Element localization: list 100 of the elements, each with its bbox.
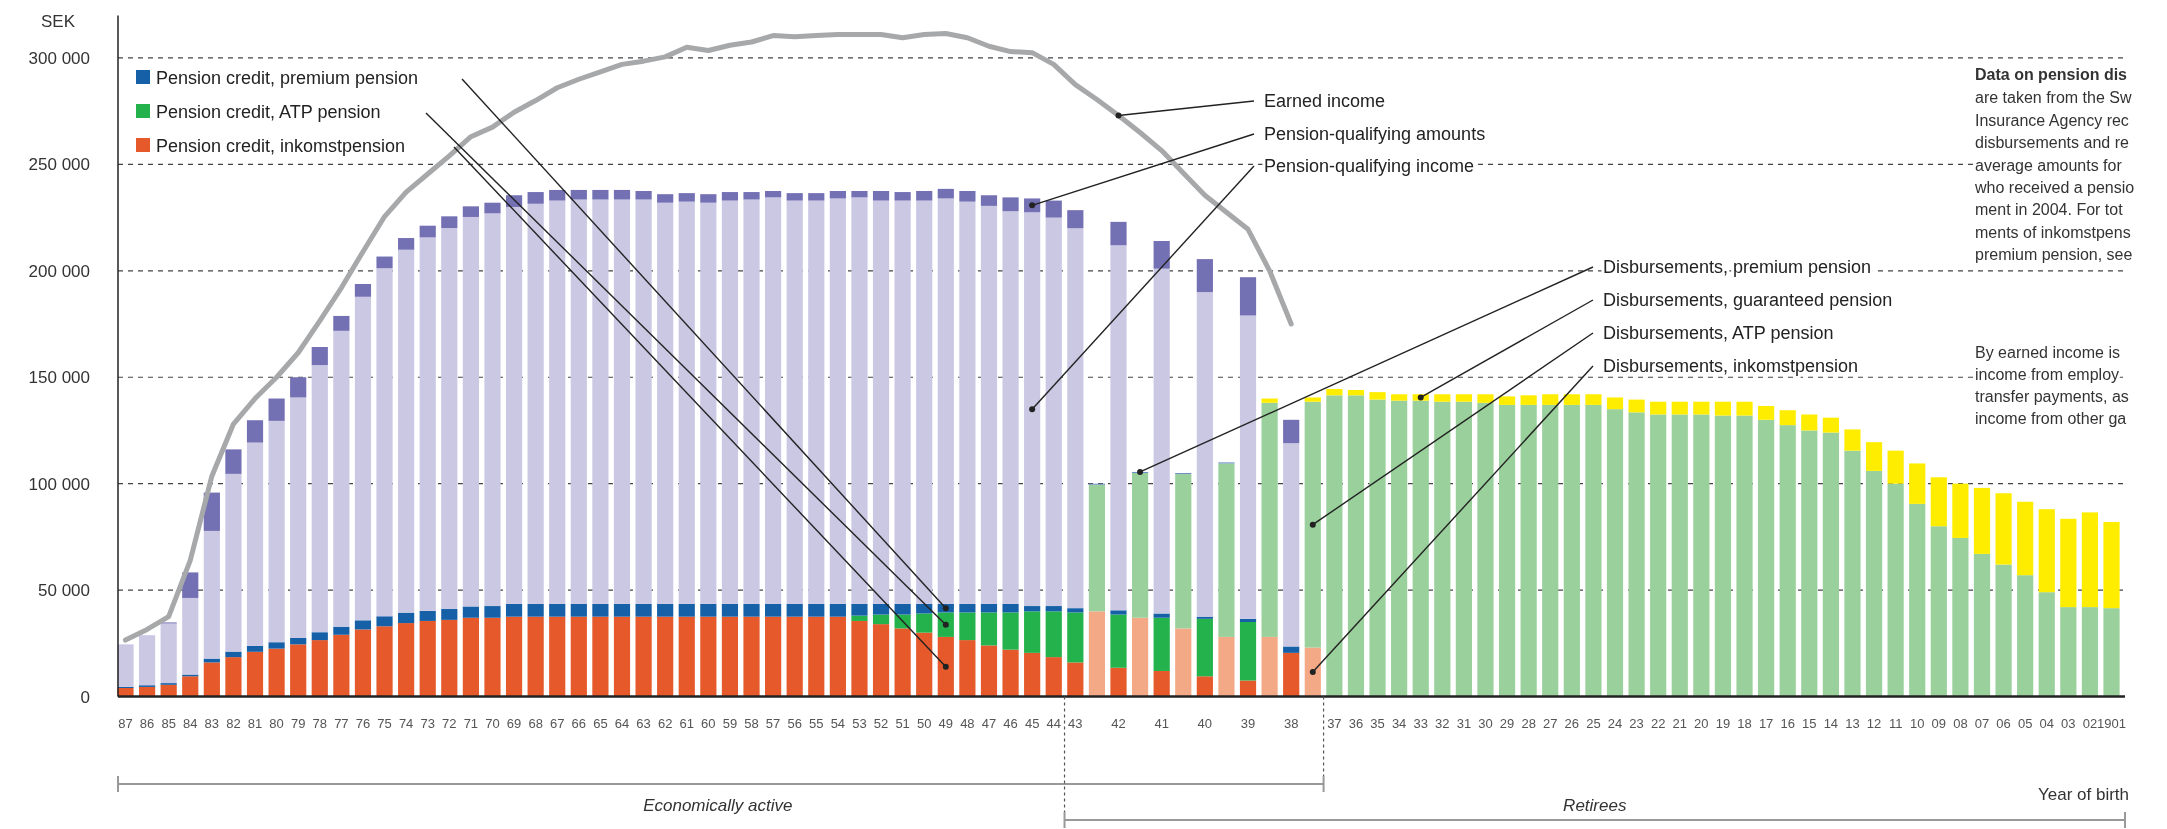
bar [527,603,544,617]
bar [1391,394,1408,401]
x-tick-label: 27 [1543,716,1558,731]
bar [462,617,479,697]
annotation: are taken from the Sw [1975,89,2132,106]
x-tick-label: 58 [744,716,759,731]
bar [549,616,566,697]
bar [419,620,436,697]
bar [1585,394,1602,405]
bar [1261,398,1278,403]
bar [484,213,501,607]
bar [635,191,652,200]
bar [700,202,717,604]
bar [311,640,328,697]
bar [1844,450,1861,697]
bar [678,603,695,617]
annotation: income from other ga [1975,410,2127,427]
bar [1909,463,1926,504]
bar [743,192,760,200]
bar [1110,610,1127,615]
bar [246,442,264,646]
bar [398,249,415,613]
bar [290,377,307,398]
bar [484,202,501,214]
x-tick-label: 11 [1888,716,1903,731]
bar [1175,628,1192,697]
bar [959,612,976,641]
bar [1412,400,1429,697]
bar [1196,618,1213,677]
bar [765,197,782,604]
bar [1671,401,1688,415]
bar [570,189,587,200]
bar [1995,493,2012,565]
bar [1391,400,1408,697]
bar [1218,636,1235,697]
bar [721,192,739,201]
bar [916,191,933,201]
y-tick-label: 200 000 [28,261,90,281]
x-tick-label: 42 [1111,716,1126,731]
bar [1153,670,1170,697]
text: Economically active [643,796,793,815]
x-tick-label: 80 [269,716,284,731]
bar [1822,417,1839,433]
bar [527,192,544,204]
bar [1261,636,1278,697]
x-tick-label: 85 [161,716,176,731]
bar [398,238,415,250]
bar [1563,404,1580,697]
x-tick-label: 87 [118,716,133,731]
bar [721,200,739,604]
bar [1347,390,1365,396]
bar [2017,501,2034,576]
bar [657,616,674,697]
bar [549,603,566,617]
bar [700,194,717,203]
bar [290,397,307,638]
bar [1585,404,1602,697]
x-tick-label: 76 [355,716,371,731]
bar [1477,394,1494,403]
bar [1369,399,1386,697]
bar [851,603,868,616]
x-tick-label: 19 [1715,716,1731,731]
bar [1952,537,1969,697]
bar [549,189,566,201]
x-tick-label: 59 [722,716,738,731]
bar [1153,241,1170,269]
bar [592,616,609,697]
bar [980,612,998,646]
bar [376,256,393,269]
legend-label: Pension credit, inkomstpension [156,136,406,156]
bar [657,194,674,203]
x-tick-label: 41 [1154,716,1169,731]
bar [916,632,933,697]
bar [808,193,825,201]
bar [1693,401,1710,415]
x-tick-label: 05 [2017,716,2033,731]
bar [894,628,911,697]
bar [441,228,458,610]
bar [311,347,328,366]
bar [484,617,501,697]
x-tick-label: 43 [1068,716,1083,731]
bar [462,206,479,217]
bar [2060,518,2077,608]
x-tick-label: 10 [1909,716,1925,731]
bar [398,612,415,624]
bar [959,640,976,697]
y-tick-label: 0 [80,687,90,707]
bar [959,201,976,604]
bar [376,268,393,617]
bar [1520,395,1537,405]
bar [1067,210,1084,229]
bar [1887,450,1904,484]
bar [1758,419,1775,697]
x-tick-label: 23 [1629,716,1644,731]
annotation: who received a pensio [1974,179,2135,196]
bar [592,603,609,617]
bar [980,195,998,206]
bar [225,473,242,652]
bar [1930,477,1947,527]
bar [1973,487,1991,554]
